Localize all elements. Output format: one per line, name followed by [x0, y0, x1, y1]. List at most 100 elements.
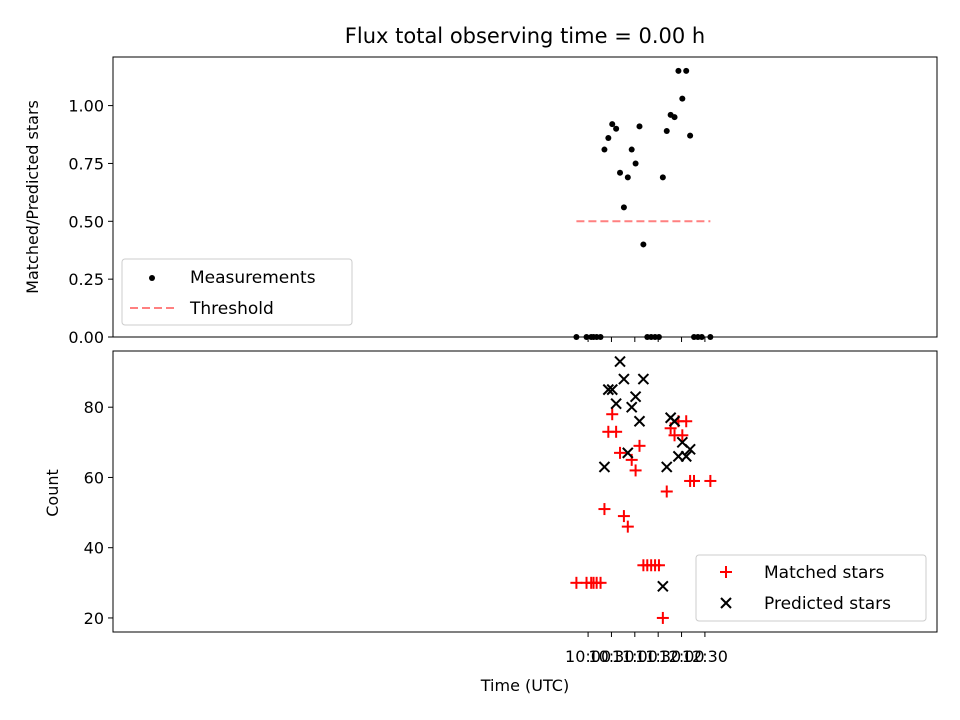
matched-star-point	[656, 611, 669, 624]
legend-predicted-label: Predicted stars	[764, 594, 891, 614]
bottom-ytick-label: 60	[84, 468, 104, 487]
bottom-xtick-label: 12:00	[658, 647, 704, 666]
measurement-point	[601, 146, 608, 153]
matched-star-point	[598, 503, 611, 516]
matched-star-point	[621, 520, 634, 533]
bottom-ytick-label: 20	[84, 609, 104, 628]
measurement-point	[624, 174, 631, 181]
bottom-xlabel: Time (UTC)	[480, 676, 569, 695]
predicted-star-stroke-b	[637, 373, 650, 385]
measurement-point	[683, 67, 690, 74]
legend-measurements-label: Measurements	[190, 268, 316, 288]
top-ytick-label: 0.25	[68, 270, 104, 289]
predicted-star-point	[614, 355, 626, 368]
predicted-star-point	[637, 373, 650, 385]
measurement-point	[605, 134, 612, 141]
measurement-point	[679, 95, 686, 102]
measurement-point	[671, 114, 678, 121]
legend-measurements-marker	[149, 275, 155, 281]
bottom-data-marks	[570, 355, 717, 624]
measurement-point	[620, 204, 627, 211]
measurement-point	[617, 169, 624, 176]
measurement-point	[659, 174, 666, 181]
predicted-star-point	[610, 397, 622, 410]
top-ytick-label: 0.50	[68, 212, 104, 231]
measurement-point	[687, 132, 694, 139]
predicted-star-stroke-b	[633, 415, 646, 427]
matched-star-point	[676, 429, 689, 442]
predicted-star-point	[668, 415, 681, 427]
matched-star-point	[570, 576, 583, 589]
matched-star-point	[652, 559, 665, 572]
measurement-point	[613, 125, 620, 132]
predicted-star-stroke-b	[668, 415, 681, 427]
matched-star-point	[704, 474, 717, 487]
predicted-star-stroke-b	[602, 383, 615, 396]
bottom-xtick-label: 10:30	[588, 647, 634, 666]
top-axes: 0.00 0.25 0.50 0.75 1.00	[68, 97, 706, 347]
measurement-point	[663, 128, 670, 135]
predicted-star-stroke-b	[606, 383, 618, 396]
predicted-star-point	[680, 450, 692, 463]
predicted-star-stroke-b	[661, 461, 673, 473]
predicted-star-point	[661, 461, 673, 473]
predicted-star-point	[606, 383, 618, 396]
bottom-xtick-label: 11:30	[635, 647, 681, 666]
predicted-star-stroke-b	[680, 450, 692, 463]
predicted-star-point	[622, 447, 634, 459]
predicted-star-stroke-b	[629, 390, 642, 403]
legend-matched-marker	[720, 566, 732, 578]
top-ytick-label: 0.00	[68, 328, 104, 347]
matched-star-point	[660, 485, 673, 498]
bottom-ylabel: Count	[43, 469, 62, 517]
predicted-star-point	[633, 415, 646, 427]
legend-predicted-marker	[720, 597, 732, 609]
predicted-star-stroke-b	[684, 443, 696, 456]
predicted-star-point	[625, 401, 638, 413]
predicted-star-stroke-b	[598, 461, 611, 473]
top-legend: Measurements Threshold	[121, 258, 353, 326]
predicted-star-point	[657, 580, 669, 593]
matched-star-point	[594, 576, 607, 589]
predicted-star-point	[602, 383, 615, 396]
bottom-xtick-label: 12:30	[682, 647, 728, 666]
measurement-point	[675, 67, 682, 74]
predicted-star-stroke-b	[622, 447, 634, 459]
bottom-ytick-label: 40	[84, 539, 104, 558]
predicted-star-stroke-b	[657, 580, 669, 593]
top-ytick-label: 0.75	[68, 154, 104, 173]
measurement-point	[640, 241, 647, 248]
measurement-point	[632, 160, 639, 167]
measurement-point	[628, 146, 635, 153]
matched-star-point	[680, 415, 693, 428]
bottom-ytick-label: 80	[84, 398, 104, 417]
bottom-xtick-label: 11:00	[612, 647, 658, 666]
predicted-star-stroke-b	[625, 401, 638, 413]
top-data-marks	[573, 67, 714, 340]
legend-matched-label: Matched stars	[764, 563, 884, 583]
bottom-xtick-label: 10:00	[565, 647, 611, 666]
predicted-star-stroke-b	[676, 436, 689, 449]
top-ytick-label: 1.00	[68, 97, 104, 116]
measurement-point	[636, 123, 643, 130]
predicted-star-stroke-b	[610, 397, 622, 410]
legend-threshold-label: Threshold	[189, 299, 274, 319]
matched-star-point	[688, 474, 701, 487]
top-title: Flux total observing time = 0.00 h	[345, 24, 705, 48]
predicted-star-stroke-b	[614, 355, 626, 368]
bottom-legend: Matched stars Predicted stars	[695, 554, 927, 622]
bottom-legend-box	[695, 554, 927, 622]
predicted-star-point	[598, 461, 611, 473]
matched-star-point	[617, 510, 630, 523]
top-axes-frame	[112, 56, 938, 338]
top-legend-box	[121, 258, 353, 326]
top-ylabel: Matched/Predicted stars	[23, 100, 42, 294]
matched-star-point	[606, 408, 619, 421]
predicted-star-point	[618, 373, 630, 385]
predicted-star-point	[684, 443, 696, 456]
matched-star-point	[633, 439, 646, 452]
predicted-star-stroke-b	[618, 373, 630, 385]
matched-star-point	[629, 464, 642, 477]
